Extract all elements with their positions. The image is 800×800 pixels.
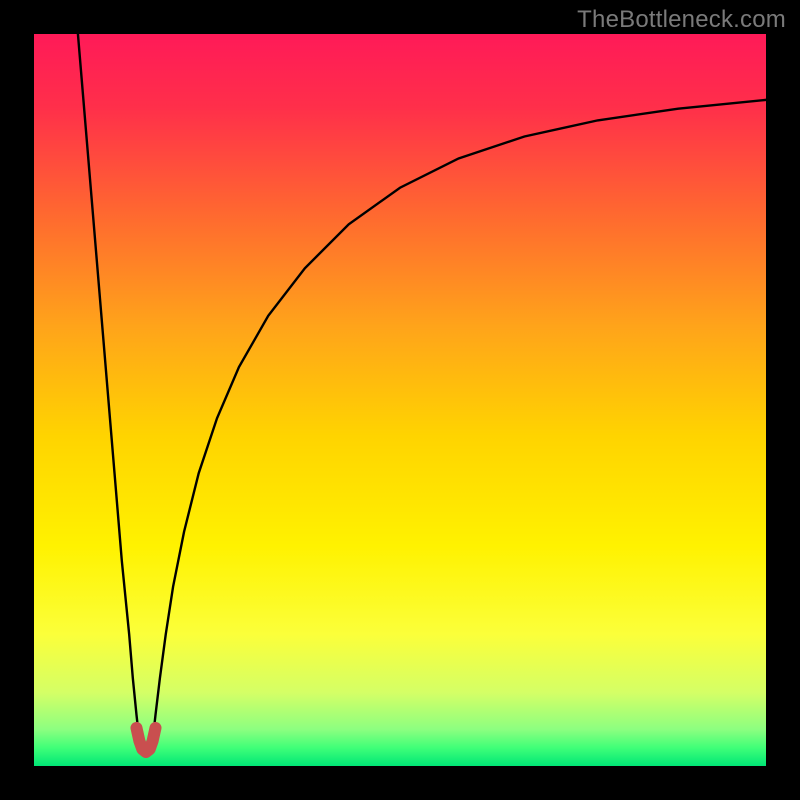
watermark-text: TheBottleneck.com (577, 6, 786, 34)
gradient-background (34, 34, 766, 766)
chart-container: TheBottleneck.com (0, 0, 800, 800)
plot-area (34, 34, 766, 766)
plot-svg (34, 34, 766, 766)
